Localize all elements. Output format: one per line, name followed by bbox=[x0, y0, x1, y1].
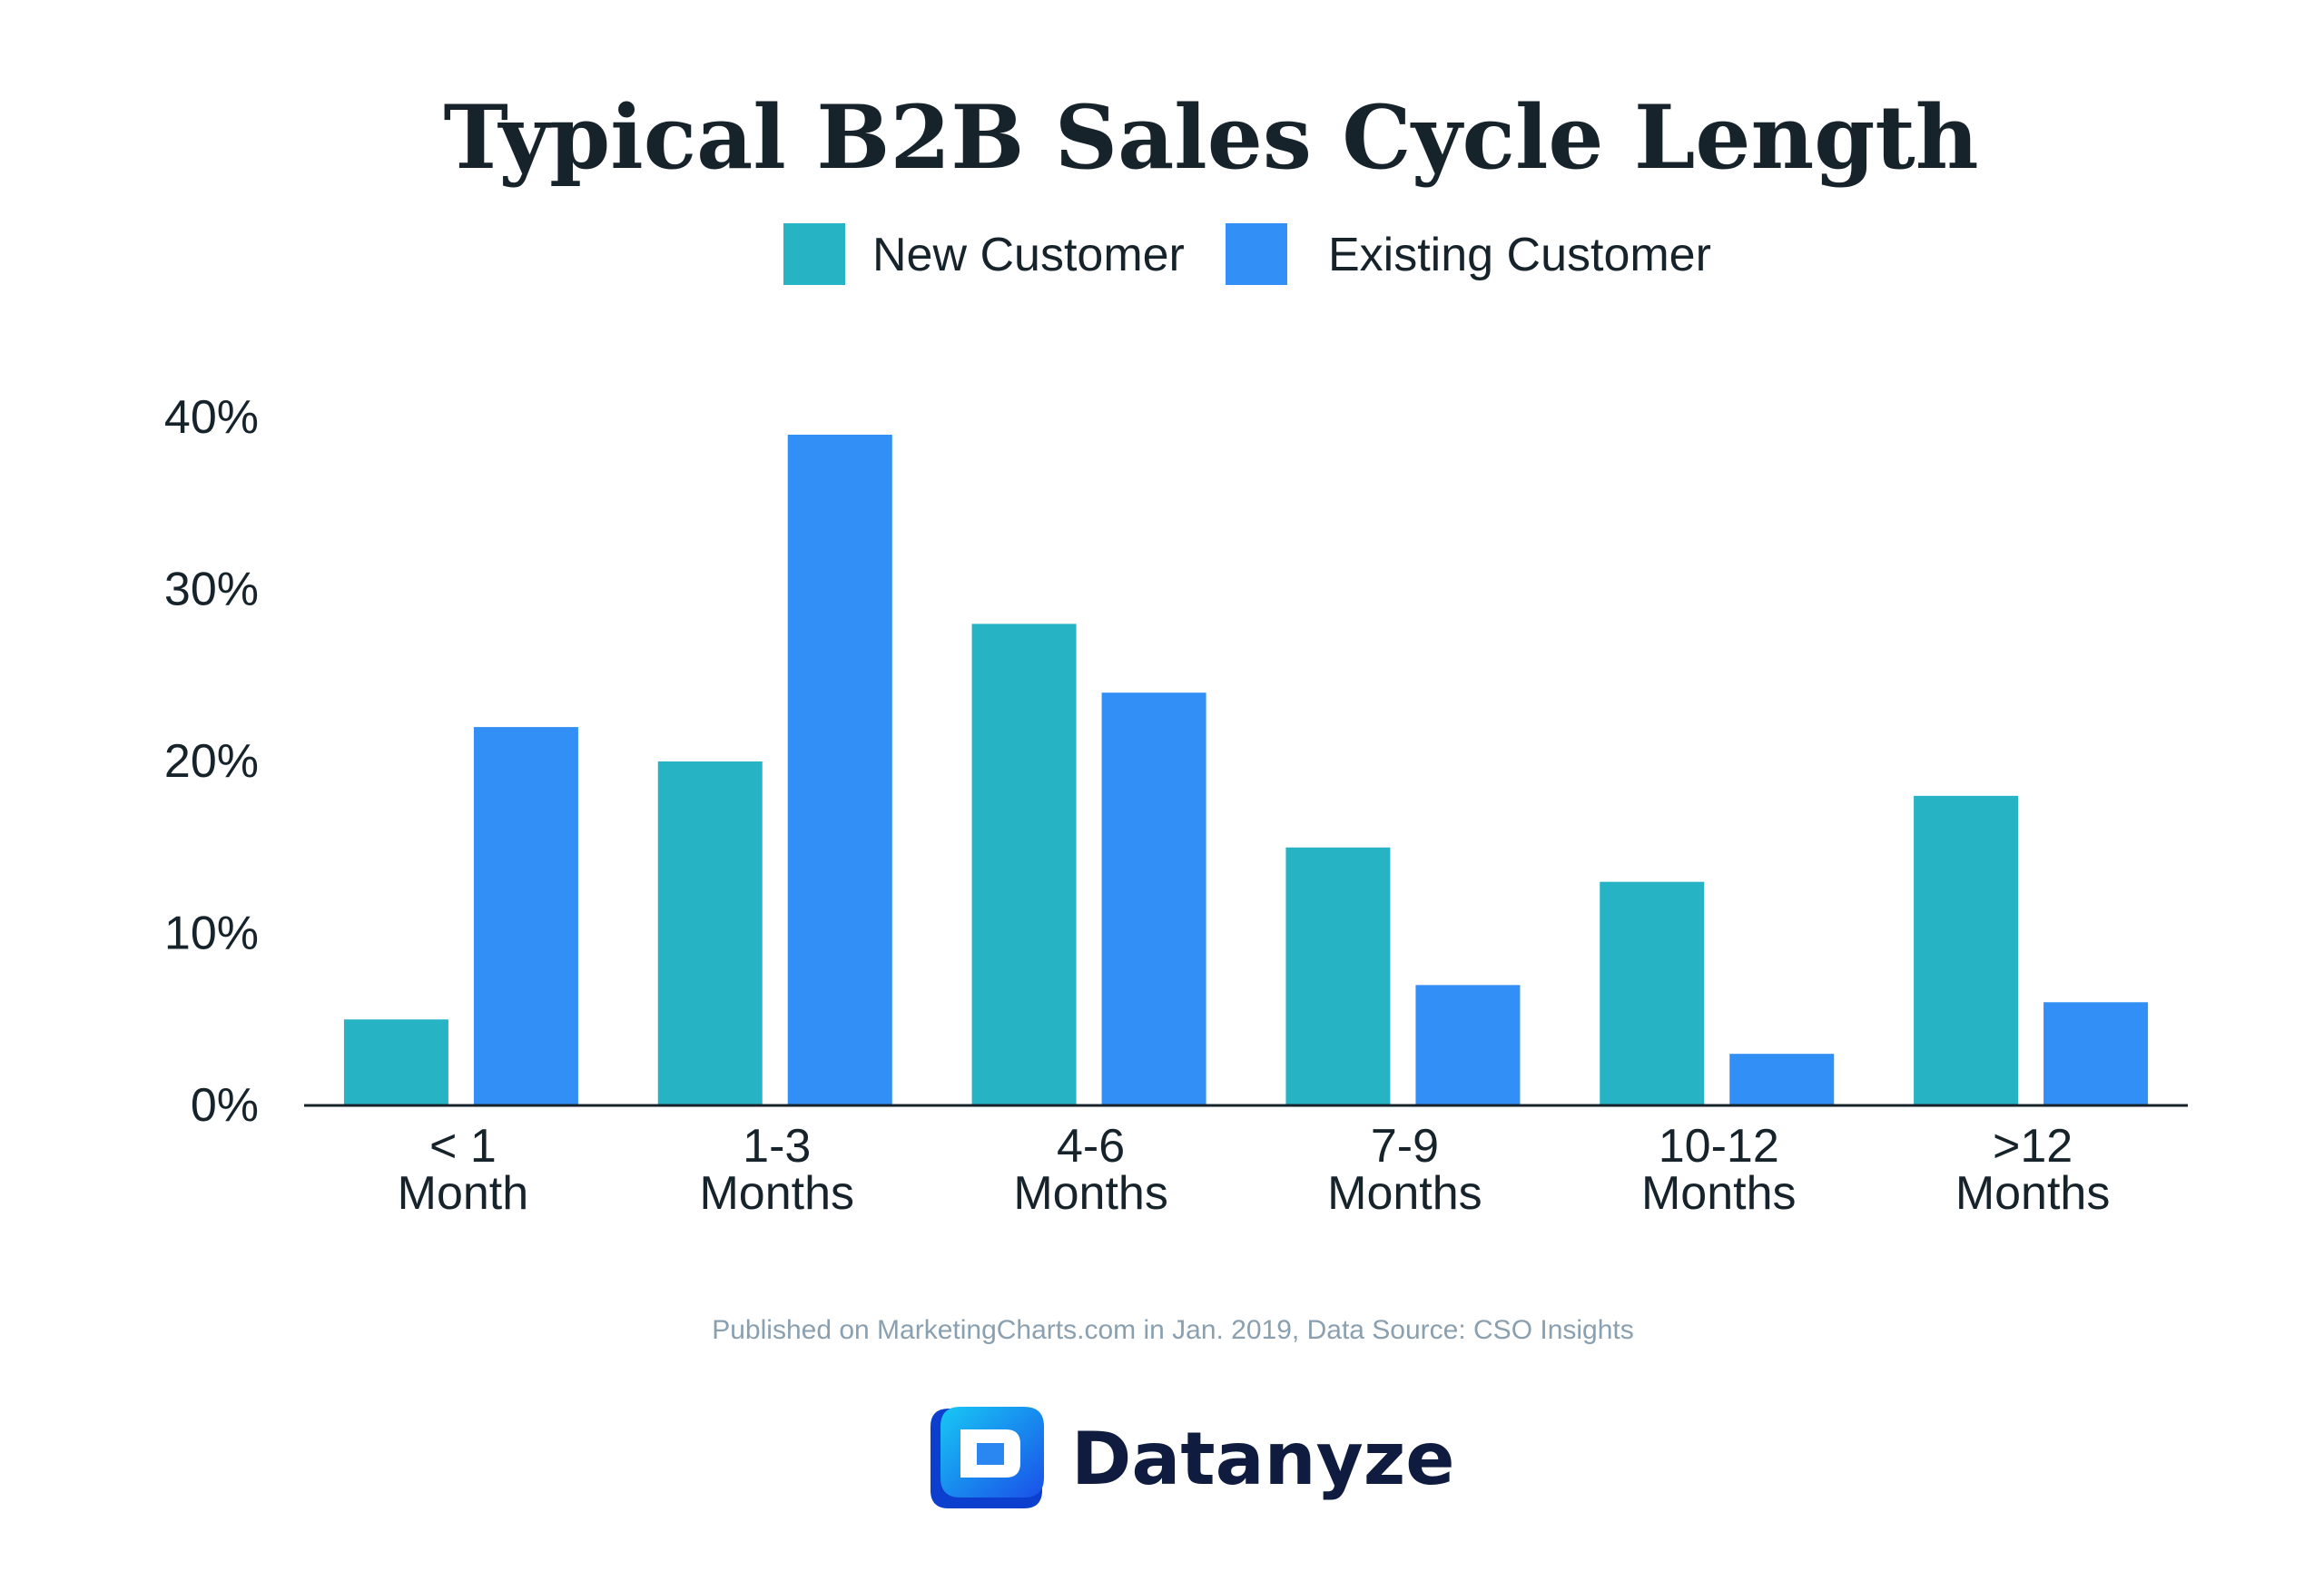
datanyze-logo-icon bbox=[931, 1407, 1044, 1508]
bar-new-customer bbox=[657, 761, 763, 1105]
bar-existing-customer bbox=[1729, 1054, 1835, 1105]
bar-existing-customer bbox=[1101, 692, 1206, 1105]
brand-logo: Datanyze bbox=[931, 1407, 1455, 1508]
bar-existing-customer bbox=[473, 727, 578, 1105]
x-tick-label: >12 Months bbox=[1955, 1120, 2111, 1220]
chart-title: Typical B2B Sales Cycle Length bbox=[443, 86, 1978, 189]
legend-label-new-customer: New Customer bbox=[872, 229, 1185, 281]
x-tick-label: 1-3 Months bbox=[699, 1120, 854, 1220]
legend-swatch-existing-customer bbox=[1226, 223, 1287, 285]
brand-name: Datanyze bbox=[1071, 1417, 1455, 1501]
y-tick-label: 30% bbox=[164, 564, 259, 616]
bar-new-customer bbox=[1600, 881, 1705, 1105]
y-tick-label: 20% bbox=[164, 735, 259, 788]
x-tick-label: < 1 Month bbox=[398, 1120, 529, 1220]
bar-new-customer bbox=[1285, 847, 1391, 1105]
x-tick-label: 10-12 Months bbox=[1641, 1120, 1797, 1220]
legend: New Customer Existing Customer bbox=[783, 223, 1711, 285]
bar-new-customer bbox=[971, 624, 1077, 1105]
legend-swatch-new-customer bbox=[783, 223, 845, 285]
y-tick-label: 10% bbox=[164, 908, 259, 960]
bar-new-customer bbox=[1914, 795, 2019, 1105]
bar-existing-customer bbox=[787, 434, 892, 1105]
bar-existing-customer bbox=[2043, 1002, 2149, 1105]
x-tick-label: 7-9 Months bbox=[1327, 1120, 1482, 1220]
y-tick-label: 0% bbox=[191, 1079, 259, 1132]
y-tick-label: 40% bbox=[164, 391, 259, 444]
bar-existing-customer bbox=[1415, 985, 1521, 1105]
source-note: Published on MarketingCharts.com in Jan.… bbox=[712, 1315, 1634, 1345]
bar-new-customer bbox=[343, 1019, 448, 1105]
x-tick-label: 4-6 Months bbox=[1013, 1120, 1168, 1220]
plot-area: 0% 10% 20% 30% 40% < 1 Month 1-3 Months 4-6 Months… bbox=[164, 391, 2188, 1220]
legend-label-existing-customer: Existing Customer bbox=[1328, 229, 1711, 281]
